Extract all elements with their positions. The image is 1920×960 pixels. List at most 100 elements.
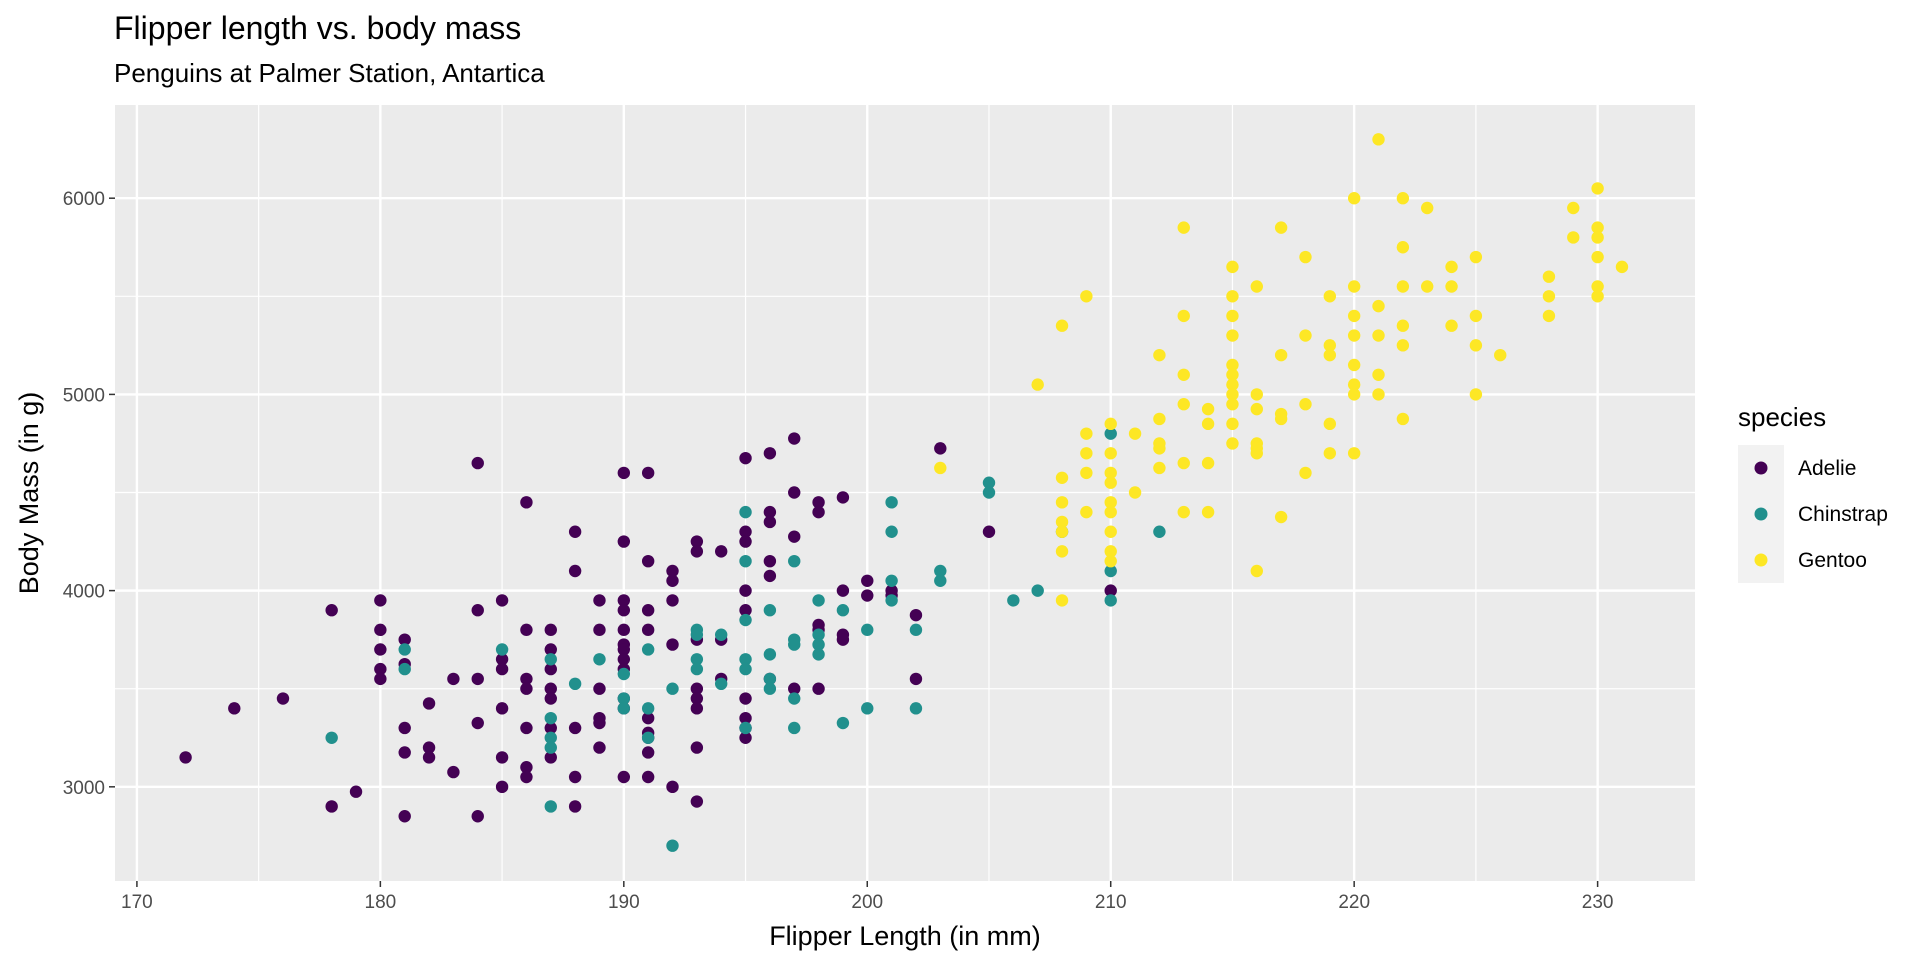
point-chinstrap (593, 653, 606, 666)
point-adelie (495, 780, 509, 794)
point-adelie (836, 584, 850, 597)
point-chinstrap (788, 721, 801, 735)
point-gentoo (1153, 461, 1166, 475)
point-adelie (714, 545, 728, 558)
axes: 170 180 190 200 210 220 230 3000 4000 5000 6000 (63, 189, 1614, 913)
point-adelie (520, 760, 533, 774)
point-adelie (568, 770, 582, 784)
point-gentoo (1250, 564, 1263, 578)
point-gentoo (1421, 280, 1434, 293)
point-chinstrap (934, 574, 947, 588)
point-gentoo (1177, 368, 1190, 381)
point-chinstrap (1104, 564, 1117, 578)
point-adelie (982, 525, 996, 538)
point-gentoo (1080, 505, 1093, 519)
point-adelie (812, 496, 825, 509)
legend-title: species (1738, 402, 1826, 432)
point-adelie (422, 741, 436, 754)
y-tick-label: 5000 (63, 385, 105, 406)
chart-subtitle: Penguins at Palmer Station, Antartica (114, 58, 545, 88)
point-gentoo (1055, 515, 1069, 529)
x-tick-label: 170 (121, 892, 153, 913)
point-gentoo (1591, 231, 1604, 244)
point-adelie (349, 785, 363, 798)
point-gentoo (1201, 417, 1215, 431)
point-adelie (763, 505, 777, 519)
point-chinstrap (617, 692, 631, 705)
point-gentoo (1104, 496, 1117, 509)
point-gentoo (1201, 456, 1215, 470)
point-gentoo (1542, 270, 1556, 283)
point-gentoo (1177, 221, 1190, 234)
point-gentoo (1080, 466, 1093, 480)
point-gentoo (1080, 427, 1093, 440)
point-gentoo (1226, 388, 1239, 401)
point-chinstrap (739, 662, 752, 676)
point-adelie (495, 662, 509, 676)
point-chinstrap (544, 711, 557, 725)
point-gentoo (1055, 496, 1069, 509)
point-gentoo (1031, 378, 1044, 391)
point-gentoo (1104, 417, 1117, 431)
point-gentoo (1445, 319, 1458, 332)
point-adelie (471, 672, 484, 686)
point-gentoo (1104, 505, 1117, 519)
point-gentoo (1153, 412, 1166, 426)
data-points (179, 133, 1629, 852)
point-adelie (836, 491, 850, 504)
point-chinstrap (641, 702, 655, 715)
point-chinstrap (544, 653, 557, 666)
point-chinstrap (739, 721, 752, 735)
point-gentoo (1347, 280, 1361, 293)
point-gentoo (1226, 329, 1239, 342)
point-gentoo (1177, 456, 1190, 470)
y-tick-label: 6000 (63, 189, 105, 210)
point-gentoo (1591, 290, 1604, 303)
legend-key-chinstrap (1754, 507, 1768, 521)
point-chinstrap (641, 731, 655, 744)
point-gentoo (1299, 398, 1312, 411)
point-adelie (520, 682, 533, 695)
point-adelie (544, 623, 557, 637)
point-adelie (861, 574, 874, 588)
point-adelie (593, 716, 606, 730)
point-adelie (398, 810, 411, 823)
point-adelie (276, 692, 290, 705)
point-gentoo (1494, 348, 1507, 362)
point-adelie (812, 505, 825, 519)
point-adelie (544, 721, 557, 735)
point-gentoo (1177, 309, 1190, 323)
point-adelie (325, 800, 338, 813)
point-chinstrap (1153, 525, 1166, 538)
point-gentoo (1274, 510, 1288, 524)
point-adelie (398, 721, 411, 735)
point-adelie (641, 554, 655, 568)
point-chinstrap (398, 662, 411, 676)
point-gentoo (1104, 466, 1117, 480)
point-adelie (471, 604, 484, 617)
point-gentoo (1104, 476, 1117, 489)
point-adelie (544, 643, 557, 656)
point-adelie (374, 643, 387, 656)
point-gentoo (1080, 290, 1093, 303)
point-gentoo (1372, 299, 1385, 313)
legend-key-gentoo (1754, 553, 1768, 567)
point-gentoo (1347, 378, 1361, 391)
point-gentoo (1347, 358, 1361, 372)
point-adelie (617, 653, 631, 666)
point-adelie (641, 746, 655, 759)
y-tick-label: 3000 (63, 778, 105, 799)
point-adelie (374, 623, 387, 637)
point-chinstrap (1104, 427, 1117, 440)
point-adelie (763, 447, 777, 460)
point-chinstrap (690, 662, 704, 676)
point-chinstrap (666, 839, 679, 852)
point-gentoo (1542, 290, 1556, 303)
point-gentoo (1396, 319, 1410, 332)
x-tick-label: 210 (1095, 892, 1127, 913)
point-adelie (520, 623, 533, 637)
point-adelie (374, 662, 387, 676)
point-gentoo (1104, 525, 1117, 538)
point-adelie (763, 569, 777, 583)
